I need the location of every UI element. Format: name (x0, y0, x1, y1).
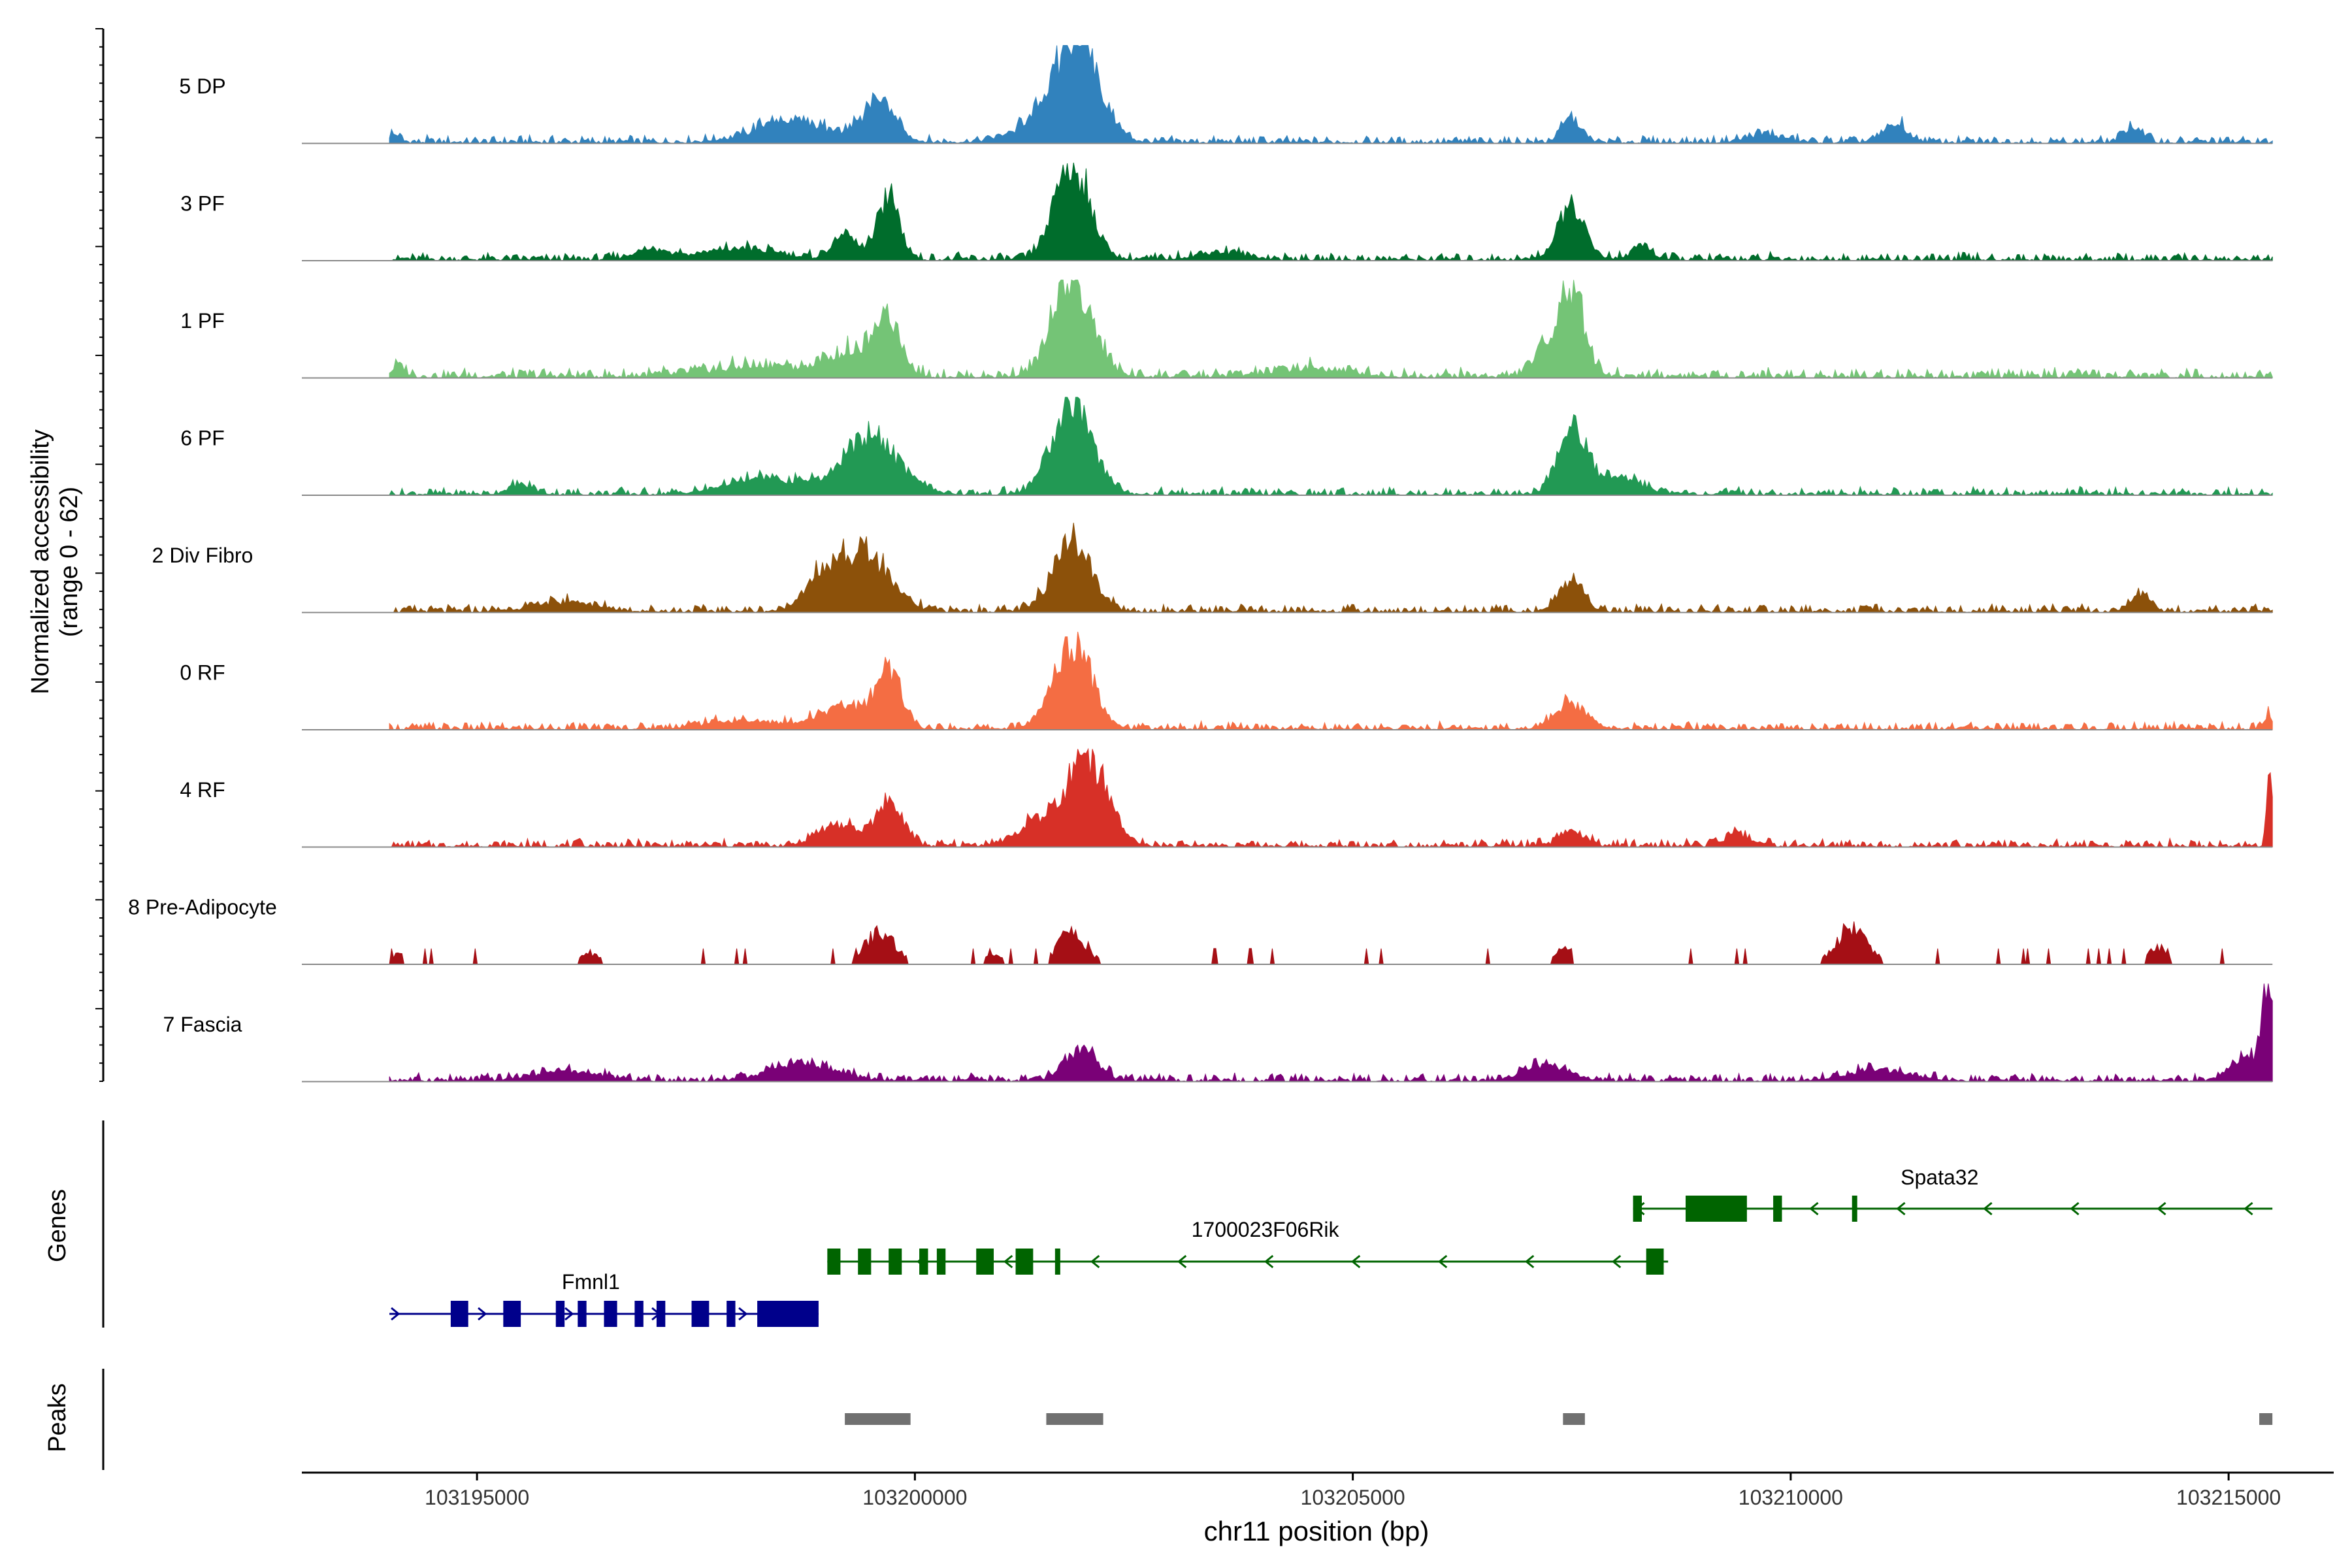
track-1-pf: 1 PF (180, 279, 2273, 380)
gene-exon (656, 1301, 666, 1327)
strand-chevron (1003, 1254, 1013, 1269)
coverage-area (389, 45, 2273, 144)
strand-chevron (738, 1307, 748, 1321)
strand-chevron (1524, 1254, 1535, 1269)
strand-chevron (1611, 1254, 1622, 1269)
gene-exon (634, 1301, 644, 1327)
track-4-rf: 4 RF (180, 747, 2273, 848)
gene-exon (1852, 1196, 1857, 1222)
strand-chevron (391, 1307, 400, 1321)
gene-name-label: Spata32 (1901, 1166, 1978, 1189)
peaks-track-label: Peaks (44, 1383, 71, 1452)
peak-region (2259, 1413, 2273, 1425)
genes-track-label: Genes (44, 1189, 71, 1262)
track-6-pf: 6 PF (180, 397, 2273, 497)
x-tick-label: 103210000 (1739, 1486, 1843, 1509)
coverage-area (389, 523, 2273, 614)
strand-chevron (2070, 1201, 2080, 1216)
strand-chevron (1177, 1254, 1187, 1269)
strand-chevron (564, 1307, 574, 1321)
coverage-area (389, 279, 2273, 380)
coverage-area (389, 631, 2273, 731)
coverage-area (389, 397, 2273, 497)
strand-chevron (1896, 1201, 1906, 1216)
x-tick-label: 103205000 (1301, 1486, 1405, 1509)
gene-exon (889, 1249, 902, 1275)
strand-chevron (2157, 1201, 2166, 1216)
track-label: 7 Fascia (163, 1013, 242, 1036)
gene-exon (976, 1249, 994, 1275)
track-label: 1 PF (180, 309, 225, 333)
strand-chevron (1264, 1254, 1274, 1269)
peak-region (845, 1413, 911, 1425)
track-7-fascia: 7 Fascia (163, 983, 2273, 1083)
track-3-pf: 3 PF (180, 162, 2273, 262)
gene-exon (604, 1301, 617, 1327)
peak-region (1563, 1413, 1585, 1425)
gene-exon (691, 1301, 710, 1327)
track-2-div-fibro: 2 Div Fibro (152, 523, 2273, 614)
y-axis: Normalized accessibility (range 0 - 62) (27, 28, 105, 1082)
track-label: 6 PF (180, 427, 225, 450)
gene-exon (1015, 1249, 1034, 1275)
gene-spata32: Spata32 (1633, 1166, 2273, 1222)
track-label: 4 RF (180, 778, 225, 802)
track-label: 0 RF (180, 661, 225, 685)
coverage-area (389, 983, 2273, 1083)
track-label: 2 Div Fibro (152, 544, 253, 567)
y-axis-range-label: (range 0 - 62) (56, 487, 83, 637)
gene-exon (503, 1301, 521, 1327)
y-axis-label: Normalized accessibility (27, 429, 54, 694)
track-label: 3 PF (180, 192, 225, 216)
peak-track: Peaks (44, 1369, 2273, 1470)
track-5-dp: 5 DP (179, 45, 2273, 144)
gene-name-label: 1700023F06Rik (1192, 1218, 1340, 1241)
gene-exon (1646, 1249, 1664, 1275)
x-axis: chr11 position (bp) 103195000 103200000 10… (302, 1471, 2334, 1546)
x-tick-label: 103195000 (425, 1486, 529, 1509)
strand-chevron (1350, 1254, 1361, 1269)
gene-exon (1054, 1249, 1060, 1275)
strand-chevron (478, 1307, 487, 1321)
gene-exon (827, 1249, 841, 1275)
gene-exon (555, 1301, 565, 1327)
track-0-rf: 0 RF (180, 631, 2273, 731)
strand-chevron (2244, 1201, 2253, 1216)
gene-exon (858, 1249, 872, 1275)
gene-exon (450, 1301, 468, 1327)
coverage-area (389, 747, 2273, 848)
x-tick-label: 103200000 (862, 1486, 967, 1509)
x-tick-label: 103215000 (2176, 1486, 2281, 1509)
track-8-pre-adipocyte: 8 Pre-Adipocyte (128, 896, 2273, 965)
coverage-area (389, 921, 2273, 965)
strand-chevron (1090, 1254, 1100, 1269)
strand-chevron (1983, 1201, 1993, 1216)
track-label: 8 Pre-Adipocyte (128, 896, 277, 919)
gene-exon (1773, 1196, 1782, 1222)
gene-exon (578, 1301, 587, 1327)
coverage-tracks: 5 DP 3 PF 1 PF 6 PF 2 Div Fibro 0 RF 4 RF 8 Pre… (128, 45, 2273, 1083)
track-label: 5 DP (179, 74, 225, 98)
gene-exon (757, 1301, 819, 1327)
gene-1700023f06rik: 1700023F06Rik (827, 1218, 1669, 1275)
gene-fmnl1: Fmnl1 (389, 1270, 819, 1327)
strand-chevron (1437, 1254, 1448, 1269)
coverage-area (389, 162, 2273, 262)
x-axis-label: chr11 position (bp) (1204, 1516, 1429, 1546)
gene-exon (1633, 1196, 1642, 1222)
gene-exon (919, 1249, 928, 1275)
gene-track: Genes Fmnl1 1700023F06Rik Spata32 (44, 1120, 2273, 1328)
gene-exon (727, 1301, 736, 1327)
gene-name-label: Fmnl1 (562, 1270, 620, 1294)
strand-chevron (1809, 1201, 1819, 1216)
peak-region (1046, 1413, 1103, 1425)
gene-exon (1686, 1196, 1747, 1222)
gene-exon (936, 1249, 946, 1275)
